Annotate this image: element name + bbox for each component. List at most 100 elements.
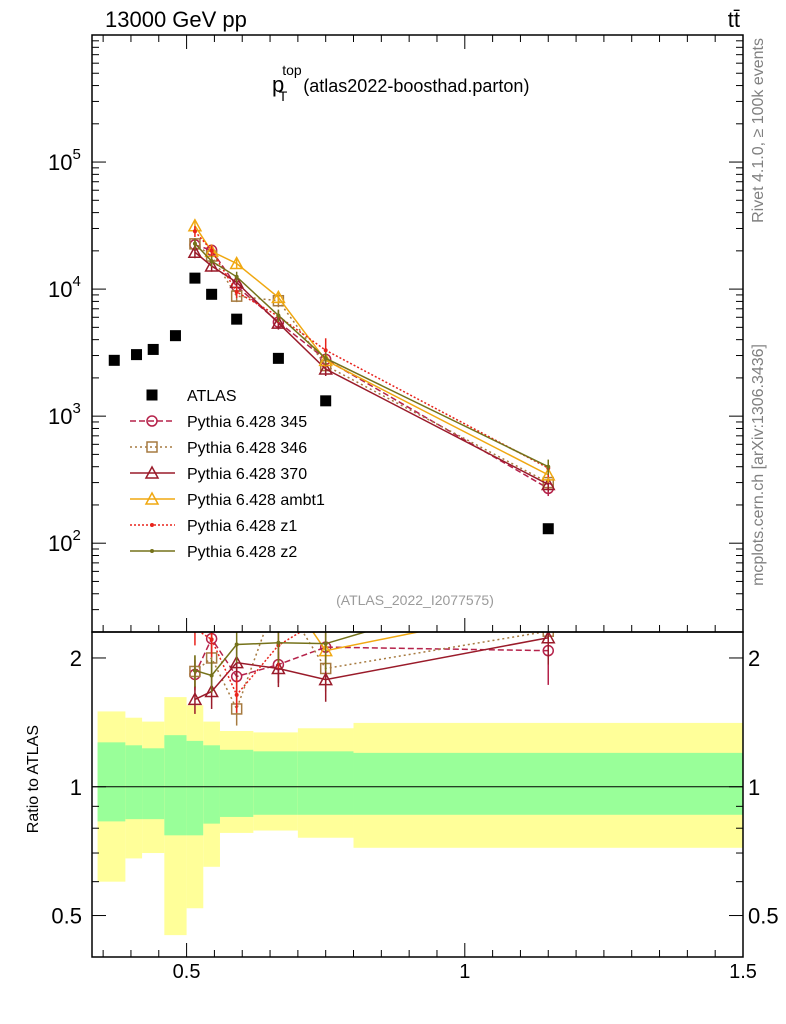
legend-label: Pythia 6.428 345 bbox=[187, 414, 307, 431]
series-370-point bbox=[187, 244, 203, 258]
series-370-ratio-point bbox=[187, 691, 203, 706]
x-tick-label: 1.5 bbox=[729, 961, 757, 983]
series-z2-line bbox=[194, 243, 549, 468]
series-z2-point bbox=[209, 259, 214, 264]
series-z2-point bbox=[276, 313, 281, 318]
ratio-y-tick-label-right: 1 bbox=[748, 775, 760, 800]
rivet-label: Rivet 4.1.0, ≥ 100k events bbox=[750, 38, 767, 223]
main-series-layer bbox=[108, 218, 556, 535]
series-z1-ratio-point bbox=[193, 627, 197, 631]
band-1sigma bbox=[219, 749, 254, 817]
series-z2-point bbox=[192, 241, 197, 246]
series-z1-ratio-point bbox=[546, 581, 550, 585]
atlas-data-point bbox=[131, 349, 143, 361]
legend: ATLAS Pythia 6.428 345 Pythia 6.428 346 Pyt… bbox=[130, 388, 325, 561]
ratio-series-layer bbox=[187, 576, 556, 726]
series-z1-ratio-line bbox=[198, 632, 302, 697]
series-370-ratio-point bbox=[540, 632, 556, 644]
legend-atlas-label: ATLAS bbox=[187, 388, 237, 405]
atlas-data-point bbox=[231, 313, 243, 325]
atlas-data-point bbox=[189, 272, 201, 284]
y-tick-label: 104 bbox=[48, 273, 81, 302]
y-tick-label: 105 bbox=[48, 146, 81, 175]
series-ambt1-ratio-line bbox=[312, 632, 422, 652]
legend-marker bbox=[146, 441, 158, 453]
series-370-ratio-point bbox=[318, 672, 333, 686]
series-z2-ratio-point bbox=[546, 576, 550, 580]
atlas-data-point bbox=[542, 523, 554, 535]
series-z1-point bbox=[192, 229, 197, 234]
ratio-y-tick-label: 1 bbox=[70, 775, 82, 800]
title-subscript: T bbox=[279, 88, 288, 104]
plot-title: ptop T (atlas2022-boosthad.parton) bbox=[272, 62, 529, 104]
ratio-y-tick-label-right: 0.5 bbox=[748, 904, 779, 929]
title-description: (atlas2022-boosthad.parton) bbox=[303, 76, 529, 96]
series-z2-point bbox=[234, 274, 239, 279]
series-ambt1-ratio-point bbox=[206, 620, 218, 631]
band-1sigma bbox=[97, 742, 126, 822]
legend-marker bbox=[146, 415, 158, 427]
series-370-ratio-point bbox=[229, 655, 244, 669]
series-z1-point bbox=[234, 289, 239, 294]
site-label: mcplots.cern.ch [arXiv:1306.3436] bbox=[750, 344, 767, 586]
series-346-ratio-line bbox=[194, 632, 548, 711]
band-1sigma bbox=[164, 735, 187, 836]
atlas-data-point bbox=[147, 343, 159, 355]
atlas-data-point bbox=[272, 352, 284, 364]
atlas-data-point bbox=[108, 354, 120, 366]
series-346-ratio-point bbox=[273, 588, 283, 598]
legend-atlas-marker bbox=[146, 389, 158, 401]
main-plot-frame bbox=[91, 34, 744, 633]
legend-label: Pythia 6.428 ambt1 bbox=[187, 492, 325, 509]
atlas-data-point bbox=[320, 395, 332, 407]
series-z2-ratio-point bbox=[192, 668, 197, 673]
series-ambt1-point bbox=[540, 467, 556, 481]
y-tick-label: 103 bbox=[48, 400, 81, 429]
series-370-point bbox=[204, 258, 219, 272]
series-ambt1-point bbox=[229, 255, 244, 270]
band-1sigma bbox=[142, 748, 165, 820]
band-1sigma bbox=[186, 740, 204, 836]
legend-marker bbox=[150, 549, 154, 553]
series-z2-ratio-point bbox=[323, 641, 328, 646]
process-label: tt̄ bbox=[728, 7, 740, 32]
band-1sigma bbox=[253, 751, 298, 815]
series-ambt1-line bbox=[194, 225, 549, 476]
series-370-ratio-point bbox=[204, 683, 219, 698]
band-1sigma bbox=[353, 752, 743, 815]
series-z1-point bbox=[209, 248, 214, 253]
series-z1-ratio-point bbox=[234, 692, 239, 697]
series-z2-ratio-point bbox=[276, 640, 281, 645]
series-ambt1-point bbox=[271, 289, 286, 304]
series-z1-ratio-point bbox=[324, 615, 328, 619]
x-tick-label: 1 bbox=[459, 961, 470, 983]
series-z1-ratio-point bbox=[209, 637, 214, 642]
series-370-point bbox=[540, 476, 556, 491]
x-tick-label: 0.5 bbox=[173, 961, 201, 983]
atlas-data-point bbox=[169, 330, 181, 342]
series-345-ratio-line bbox=[194, 637, 549, 678]
ratio-plot-frame bbox=[91, 631, 744, 958]
band-1sigma bbox=[203, 745, 220, 824]
axis-ticks: 0.5 1 1.5 102 103 104 105 0.5 0.5 1 1 2 2 bbox=[48, 34, 779, 983]
band-1sigma bbox=[297, 751, 354, 815]
series-z1-point bbox=[323, 348, 328, 353]
legend-marker bbox=[150, 523, 154, 527]
ratio-y-tick-label-right: 2 bbox=[748, 646, 760, 671]
atlas-data-point bbox=[206, 288, 218, 300]
legend-marker bbox=[144, 465, 160, 479]
series-ambt1-ratio-point bbox=[542, 600, 554, 611]
series-370-point bbox=[271, 315, 286, 329]
legend-label: Pythia 6.428 z2 bbox=[187, 544, 297, 561]
series-z2-point bbox=[323, 356, 328, 361]
title-superscript: top bbox=[282, 62, 302, 78]
y-tick-label: 102 bbox=[48, 527, 81, 556]
series-370-ratio-point bbox=[271, 660, 286, 675]
series-370-ratio-line bbox=[194, 637, 549, 701]
series-ambt1-ratio-point bbox=[189, 605, 201, 616]
legend-label: Pythia 6.428 346 bbox=[187, 440, 307, 457]
series-z2-point bbox=[546, 464, 551, 469]
ratio-y-tick-label: 2 bbox=[70, 646, 82, 671]
legend-label: Pythia 6.428 370 bbox=[187, 466, 307, 483]
